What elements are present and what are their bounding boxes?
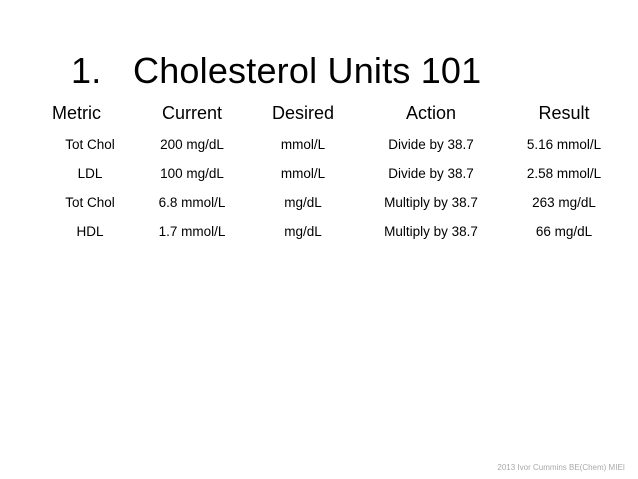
- cell-current: 100 mg/dL: [160, 166, 224, 181]
- cell-action: Divide by 38.7: [388, 137, 474, 152]
- copyright-notice: 2013 Ivor Cummins BE(Chem) MIEI: [497, 463, 625, 472]
- cell-result: 263 mg/dL: [532, 195, 596, 210]
- table-row: HDL 1.7 mmol/L mg/dL Multiply by 38.7 66…: [0, 217, 638, 246]
- cell-metric: Tot Chol: [65, 137, 115, 152]
- header-desired: Desired: [271, 103, 335, 123]
- cell-desired: mg/dL: [284, 195, 322, 210]
- cell-metric: Tot Chol: [65, 195, 115, 210]
- cell-current: 200 mg/dL: [160, 137, 224, 152]
- table-header-row: Metric Current Desired Action Result: [0, 96, 638, 130]
- header-current: Current: [161, 103, 223, 123]
- cell-current: 1.7 mmol/L: [158, 224, 226, 239]
- header-result: Result: [538, 103, 590, 123]
- table-row: Tot Chol 200 mg/dL mmol/L Divide by 38.7…: [0, 130, 638, 159]
- cell-result: 5.16 mmol/L: [526, 137, 602, 152]
- title-number: 1.: [71, 50, 102, 91]
- cell-current: 6.8 mmol/L: [158, 195, 226, 210]
- cell-desired: mmol/L: [280, 137, 326, 152]
- cell-result: 66 mg/dL: [535, 224, 593, 239]
- table-row: LDL 100 mg/dL mmol/L Divide by 38.7 2.58…: [0, 159, 638, 188]
- cell-action: Multiply by 38.7: [384, 195, 478, 210]
- conversion-table: Metric Current Desired Action Result Tot…: [0, 96, 638, 246]
- title-text: Cholesterol Units 101: [133, 50, 482, 91]
- cell-desired: mmol/L: [280, 166, 326, 181]
- header-action: Action: [405, 103, 457, 123]
- cell-action: Multiply by 38.7: [384, 224, 478, 239]
- header-metric: Metric: [52, 103, 101, 123]
- cell-result: 2.58 mmol/L: [526, 166, 602, 181]
- cell-action: Divide by 38.7: [388, 166, 474, 181]
- cell-metric: HDL: [76, 224, 104, 239]
- cell-metric: LDL: [77, 166, 103, 181]
- slide-title: 1. Cholesterol Units 101: [71, 46, 481, 96]
- table-row: Tot Chol 6.8 mmol/L mg/dL Multiply by 38…: [0, 188, 638, 217]
- cell-desired: mg/dL: [284, 224, 322, 239]
